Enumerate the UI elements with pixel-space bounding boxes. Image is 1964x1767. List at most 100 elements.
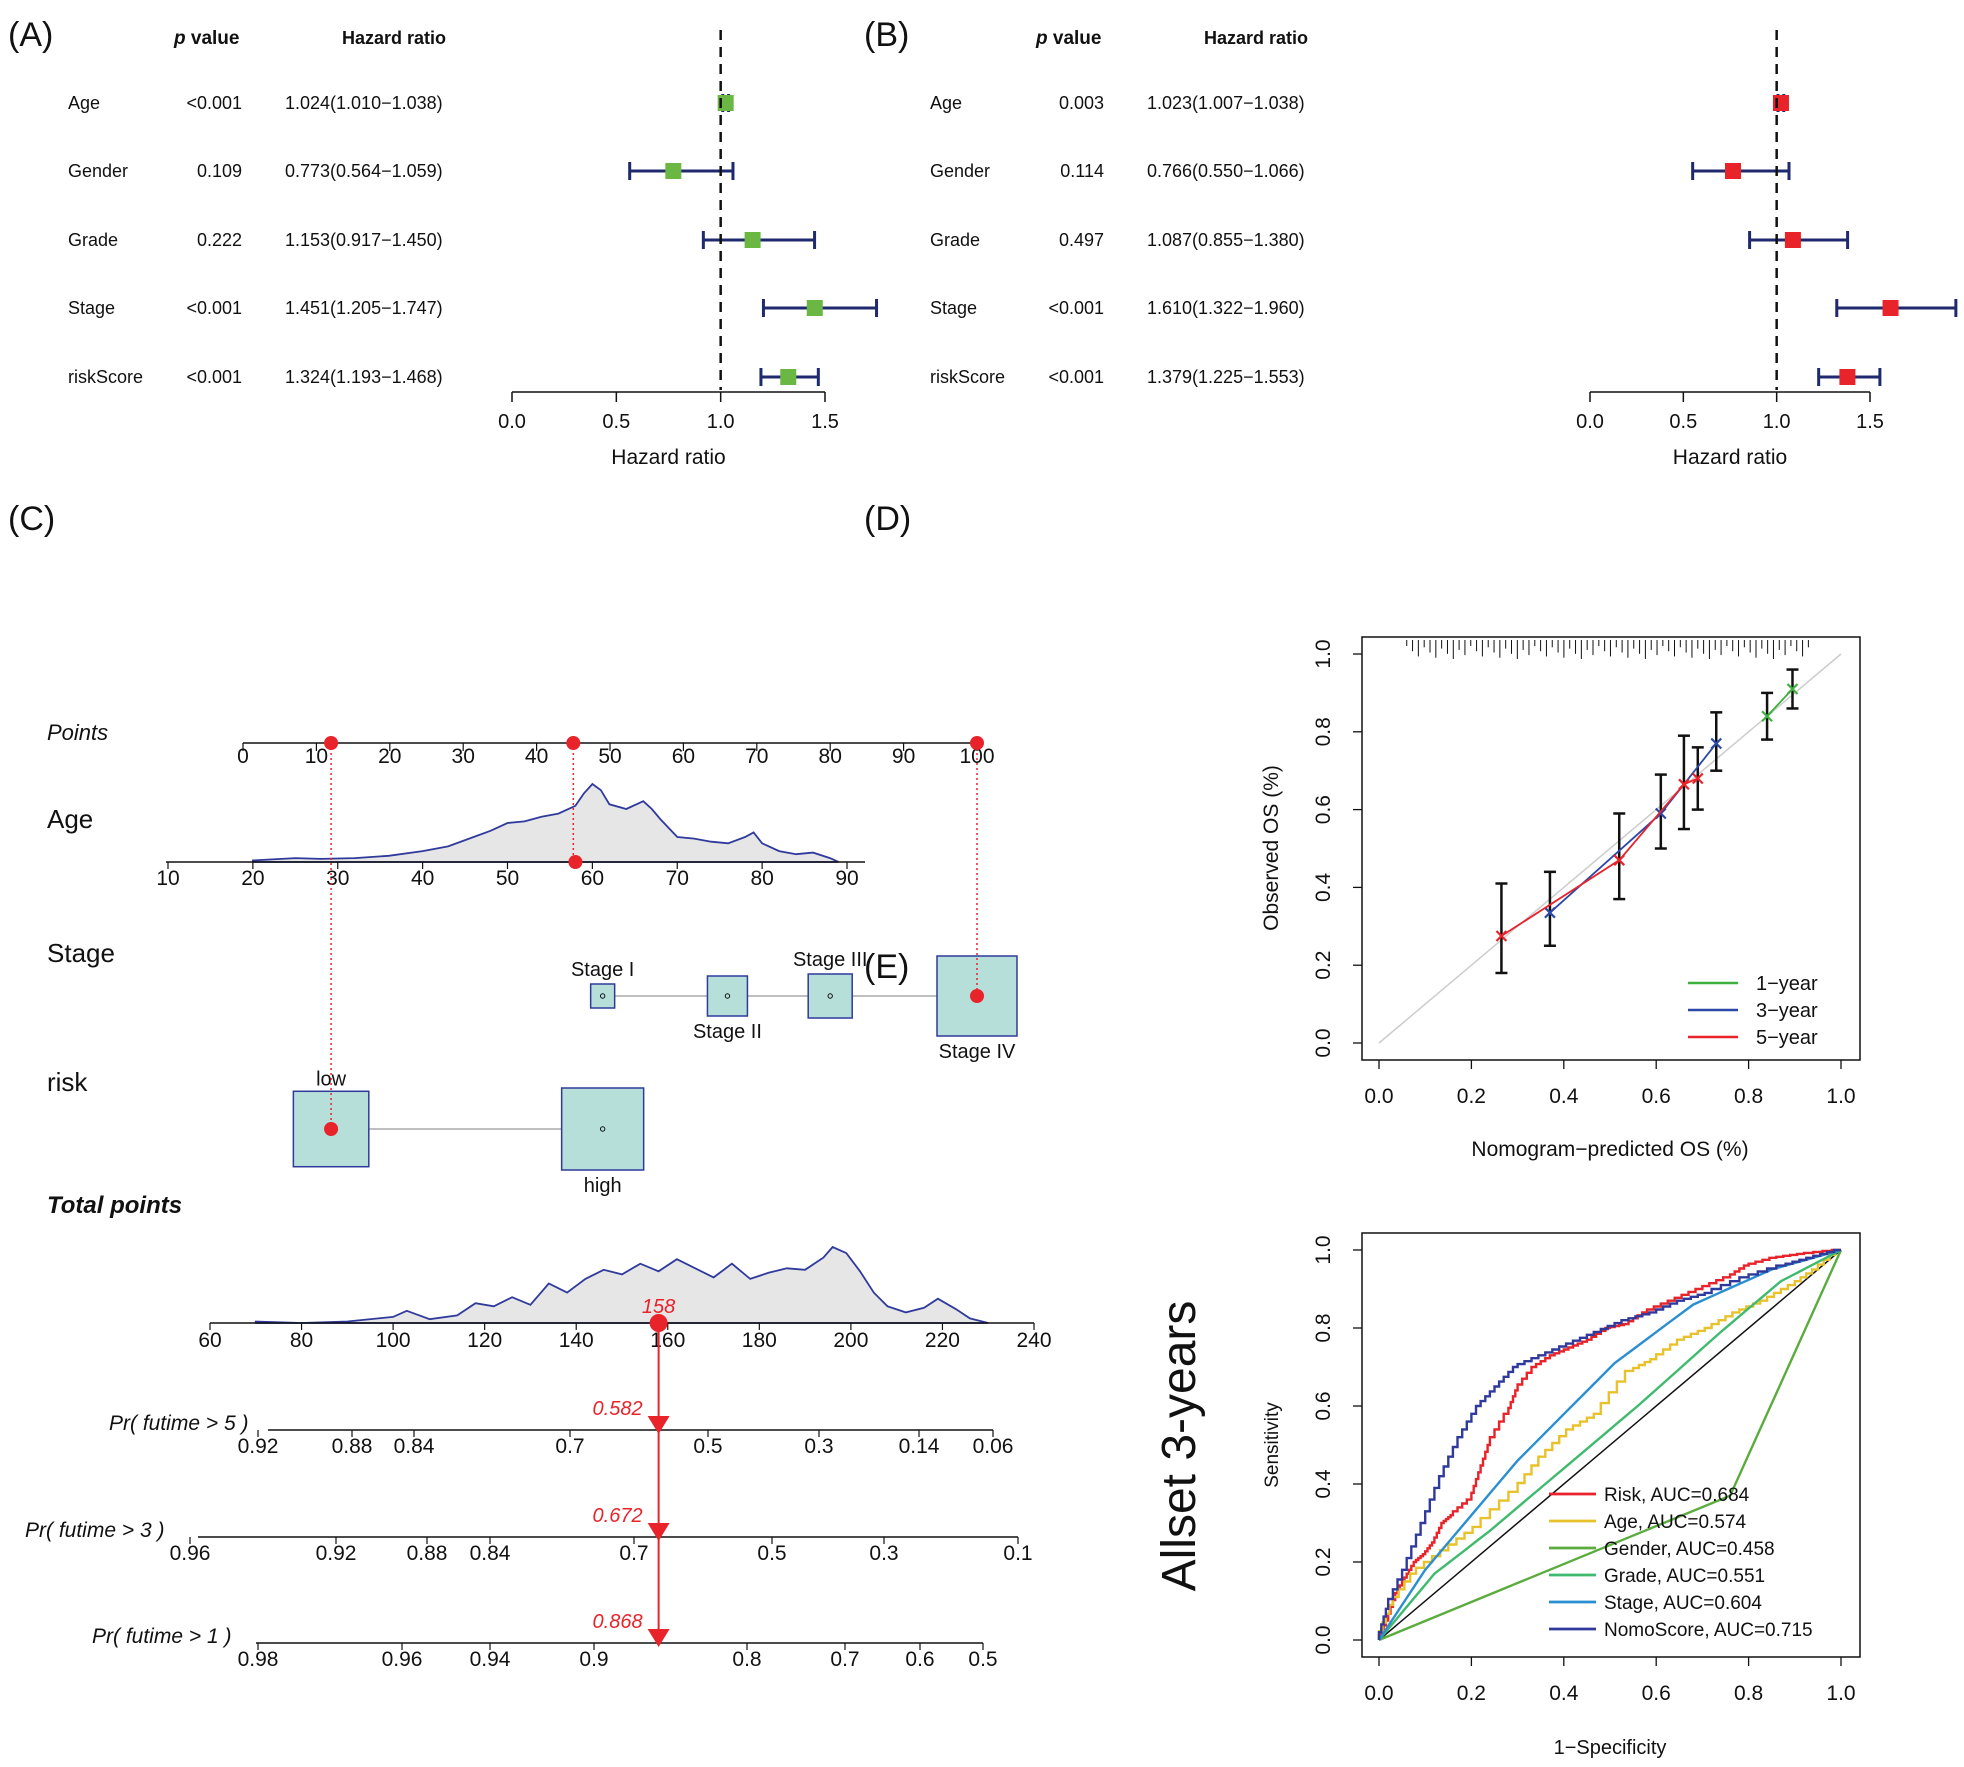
legend-entry: 3−year: [1756, 1000, 1818, 1022]
panel-label: (C): [8, 500, 55, 538]
column-header-pvalue: p value: [1035, 28, 1101, 49]
survival-tick-label: 0.5: [693, 1435, 722, 1458]
y-tick-label: 0.4: [1312, 1469, 1335, 1499]
calibration-point: [1544, 906, 1556, 919]
survival-tick-label: 0.3: [869, 1542, 898, 1565]
stage-box: [807, 973, 853, 1019]
stage-row-label: Stage: [47, 938, 115, 968]
nomogram-c: Points 0 10 20 30 40 50 60 70 80 90 100 Age 10 20 30 40 5…: [25, 720, 1052, 1671]
hr-marker: [1839, 369, 1856, 385]
survival-tick-label: 0.94: [470, 1648, 511, 1671]
row-hr-text: 1.153(0.917−1.450): [285, 230, 443, 250]
survival-arrow: [647, 1416, 670, 1434]
p-letter: p: [173, 28, 186, 49]
survival-tick-label: 0.96: [170, 1542, 211, 1565]
calibration-point: [1613, 854, 1626, 866]
points-tick-label: 70: [745, 745, 768, 768]
legend-entry: Risk, AUC=0.684: [1604, 1485, 1750, 1506]
row-pvalue: <0.001: [1048, 298, 1104, 318]
y-tick-label: 0.8: [1312, 1313, 1335, 1342]
total-points-tick-label: 160: [650, 1329, 685, 1352]
x-tick-label: 1.0: [1826, 1682, 1855, 1705]
age-tick-label: 20: [241, 867, 264, 890]
survival-tick-label: 0.5: [757, 1542, 786, 1565]
total-points-tick-label: 140: [559, 1329, 594, 1352]
total-points-tick-label: 120: [467, 1329, 502, 1352]
survival-tick-label: 0.88: [332, 1435, 373, 1458]
survival-value: 0.672: [593, 1505, 643, 1527]
stage-center: [724, 993, 731, 999]
points-tick-label: 50: [598, 745, 621, 768]
row-hr-text: 1.451(1.205−1.747): [285, 298, 443, 318]
total-points-tick-label: 100: [376, 1329, 411, 1352]
y-axis-title: Sensitivity: [1262, 1402, 1283, 1488]
age-row-label: Age: [47, 804, 93, 834]
row-pvalue: 0.109: [197, 161, 242, 181]
legend-entry: NomoScore, AUC=0.715: [1604, 1620, 1813, 1641]
forest-plot-a: p value Hazard ratio Age <0.001 1.024(1.010−…: [68, 28, 879, 469]
row-pvalue: 0.497: [1059, 230, 1104, 250]
panel-label: (B): [864, 16, 909, 54]
survival-tick-label: 0.9: [579, 1648, 608, 1671]
row-label: Gender: [930, 161, 990, 181]
roc-curve: [1378, 1249, 1843, 1642]
x-tick-label: 1.0: [1826, 1085, 1855, 1108]
hr-marker: [806, 300, 823, 316]
row-label: Stage: [68, 298, 115, 318]
row-label: Age: [68, 93, 100, 113]
calibration-plot-d: 0.0 0.2 0.4 0.6 0.8 1.0 0.0 0.2 0.4 0.6 0.8 1.0 Nomo…: [1260, 636, 1861, 1161]
x-tick-label: 0.6: [1642, 1085, 1671, 1108]
x-tick-label: 0.2: [1457, 1682, 1486, 1705]
row-pvalue: <0.001: [186, 367, 242, 387]
column-header-hr: Hazard ratio: [342, 28, 446, 48]
age-density-curve: [251, 782, 839, 863]
total-points-tick-label: 80: [290, 1329, 313, 1352]
row-pvalue: 0.114: [1060, 161, 1104, 181]
age-tick-label: 30: [326, 867, 349, 890]
stage-level-label: Stage III: [793, 949, 868, 971]
row-pvalue: 0.222: [197, 230, 242, 250]
x-tick-label: 0.6: [1642, 1682, 1671, 1705]
y-tick-label: 0.4: [1312, 872, 1335, 902]
hr-marker: [1882, 300, 1899, 316]
x-axis-title: Hazard ratio: [1673, 446, 1787, 469]
row-hr-text: 1.087(0.855−1.380): [1147, 230, 1305, 250]
legend-entry: Grade, AUC=0.551: [1604, 1566, 1765, 1587]
x-tick-label: 1.0: [1763, 411, 1791, 433]
total-points-tick-label: 220: [925, 1329, 960, 1352]
row-hr-text: 1.379(1.225−1.553): [1147, 367, 1305, 387]
x-tick-label: 0.8: [1734, 1682, 1763, 1705]
points-tick-label: 100: [959, 745, 994, 768]
column-header-pvalue: p value: [173, 28, 239, 49]
y-tick-label: 0.2: [1312, 951, 1335, 980]
survival-tick-label: 0.14: [899, 1435, 940, 1458]
row-hr-text: 0.773(0.564−1.059): [285, 161, 443, 181]
forest-plot-b: p value Hazard ratio Age 0.003 1.023(1.007−1…: [930, 28, 1958, 469]
x-tick-label: 1.0: [707, 411, 735, 433]
plot-frame: [1361, 636, 1861, 1061]
legend-entry: 5−year: [1756, 1027, 1818, 1049]
y-tick-label: 0.8: [1312, 717, 1335, 746]
age-tick-label: 40: [411, 867, 434, 890]
x-tick-label: 0.4: [1549, 1085, 1579, 1108]
hr-marker: [1784, 232, 1801, 248]
survival-value: 0.868: [593, 1611, 643, 1633]
y-tick-label: 0.6: [1312, 1391, 1335, 1420]
y-tick-label: 0.0: [1312, 1625, 1335, 1654]
row-pvalue: <0.001: [186, 298, 242, 318]
row-label: riskScore: [930, 367, 1005, 387]
roc-curve: [1378, 1248, 1842, 1641]
y-tick-label: 1.0: [1312, 639, 1335, 668]
survival-arrow: [647, 1523, 670, 1541]
stage-level-label: Stage II: [693, 1021, 762, 1043]
points-tick-label: 30: [452, 745, 475, 768]
p-letter: p: [1035, 28, 1048, 49]
stage-center: [599, 993, 606, 999]
x-axis-title: Nomogram−predicted OS (%): [1471, 1138, 1748, 1161]
row-label: riskScore: [68, 367, 143, 387]
survival-tick-label: 0.5: [968, 1648, 997, 1671]
x-tick-label: 0.2: [1457, 1085, 1486, 1108]
hr-marker: [1724, 163, 1741, 179]
x-axis-title: 1−Specificity: [1554, 1737, 1667, 1759]
calibration-line: [1500, 777, 1699, 937]
